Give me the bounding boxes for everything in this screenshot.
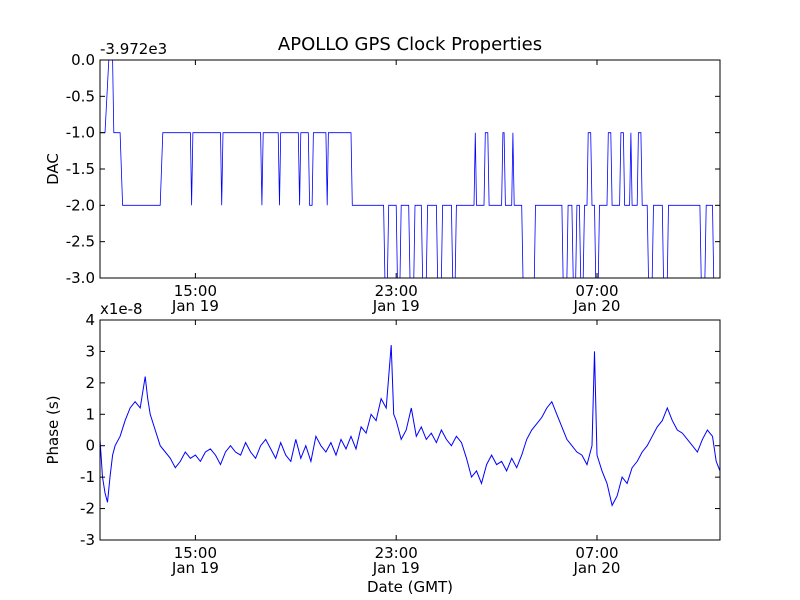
y-offset-label: -3.972e3 (100, 40, 167, 58)
y-tick-label: 0.0 (71, 51, 95, 69)
y-tick-label: -1 (80, 468, 95, 486)
axes-frame (99, 59, 721, 279)
x-tick-label-date: Jan 20 (573, 297, 621, 315)
y-tick-label: -1.5 (66, 160, 95, 178)
y-tick-label: 2 (85, 374, 95, 392)
y-tick-label: 0 (85, 437, 95, 455)
chart-title: APOLLO GPS Clock Properties (278, 34, 542, 55)
y-offset-label: x1e-8 (100, 300, 143, 318)
y-tick-label: -2.5 (66, 233, 95, 251)
x-tick-label-date: Jan 19 (372, 559, 420, 577)
y-tick-label: -3.0 (66, 269, 95, 287)
series-line (99, 345, 721, 507)
y-axis-label: Phase (s) (44, 395, 62, 464)
y-tick-label: -2 (80, 500, 95, 518)
x-tick-label-time: 15:00 (174, 282, 217, 300)
x-tick-label-date: Jan 19 (171, 297, 219, 315)
x-tick-label-time: 23:00 (375, 282, 418, 300)
y-tick-label: 4 (85, 311, 95, 329)
axes-frame (99, 319, 721, 541)
x-tick-label-time: 15:00 (174, 544, 217, 562)
x-tick-label-time: 23:00 (375, 544, 418, 562)
y-tick-label: -2.0 (66, 196, 95, 214)
x-axis-label: Date (GMT) (367, 578, 453, 596)
x-tick-label-time: 07:00 (575, 544, 618, 562)
series-line (100, 59, 720, 279)
y-tick-label: -1.0 (66, 124, 95, 142)
x-tick-label-date: Jan 19 (372, 297, 420, 315)
y-tick-label: 3 (85, 342, 95, 360)
y-tick-label: -3 (80, 531, 95, 549)
x-tick-label-date: Jan 20 (573, 559, 621, 577)
y-tick-label: 1 (85, 405, 95, 423)
y-axis-label: DAC (44, 153, 62, 185)
x-tick-label-date: Jan 19 (171, 559, 219, 577)
x-tick-label-time: 07:00 (575, 282, 618, 300)
y-tick-label: -0.5 (66, 87, 95, 105)
